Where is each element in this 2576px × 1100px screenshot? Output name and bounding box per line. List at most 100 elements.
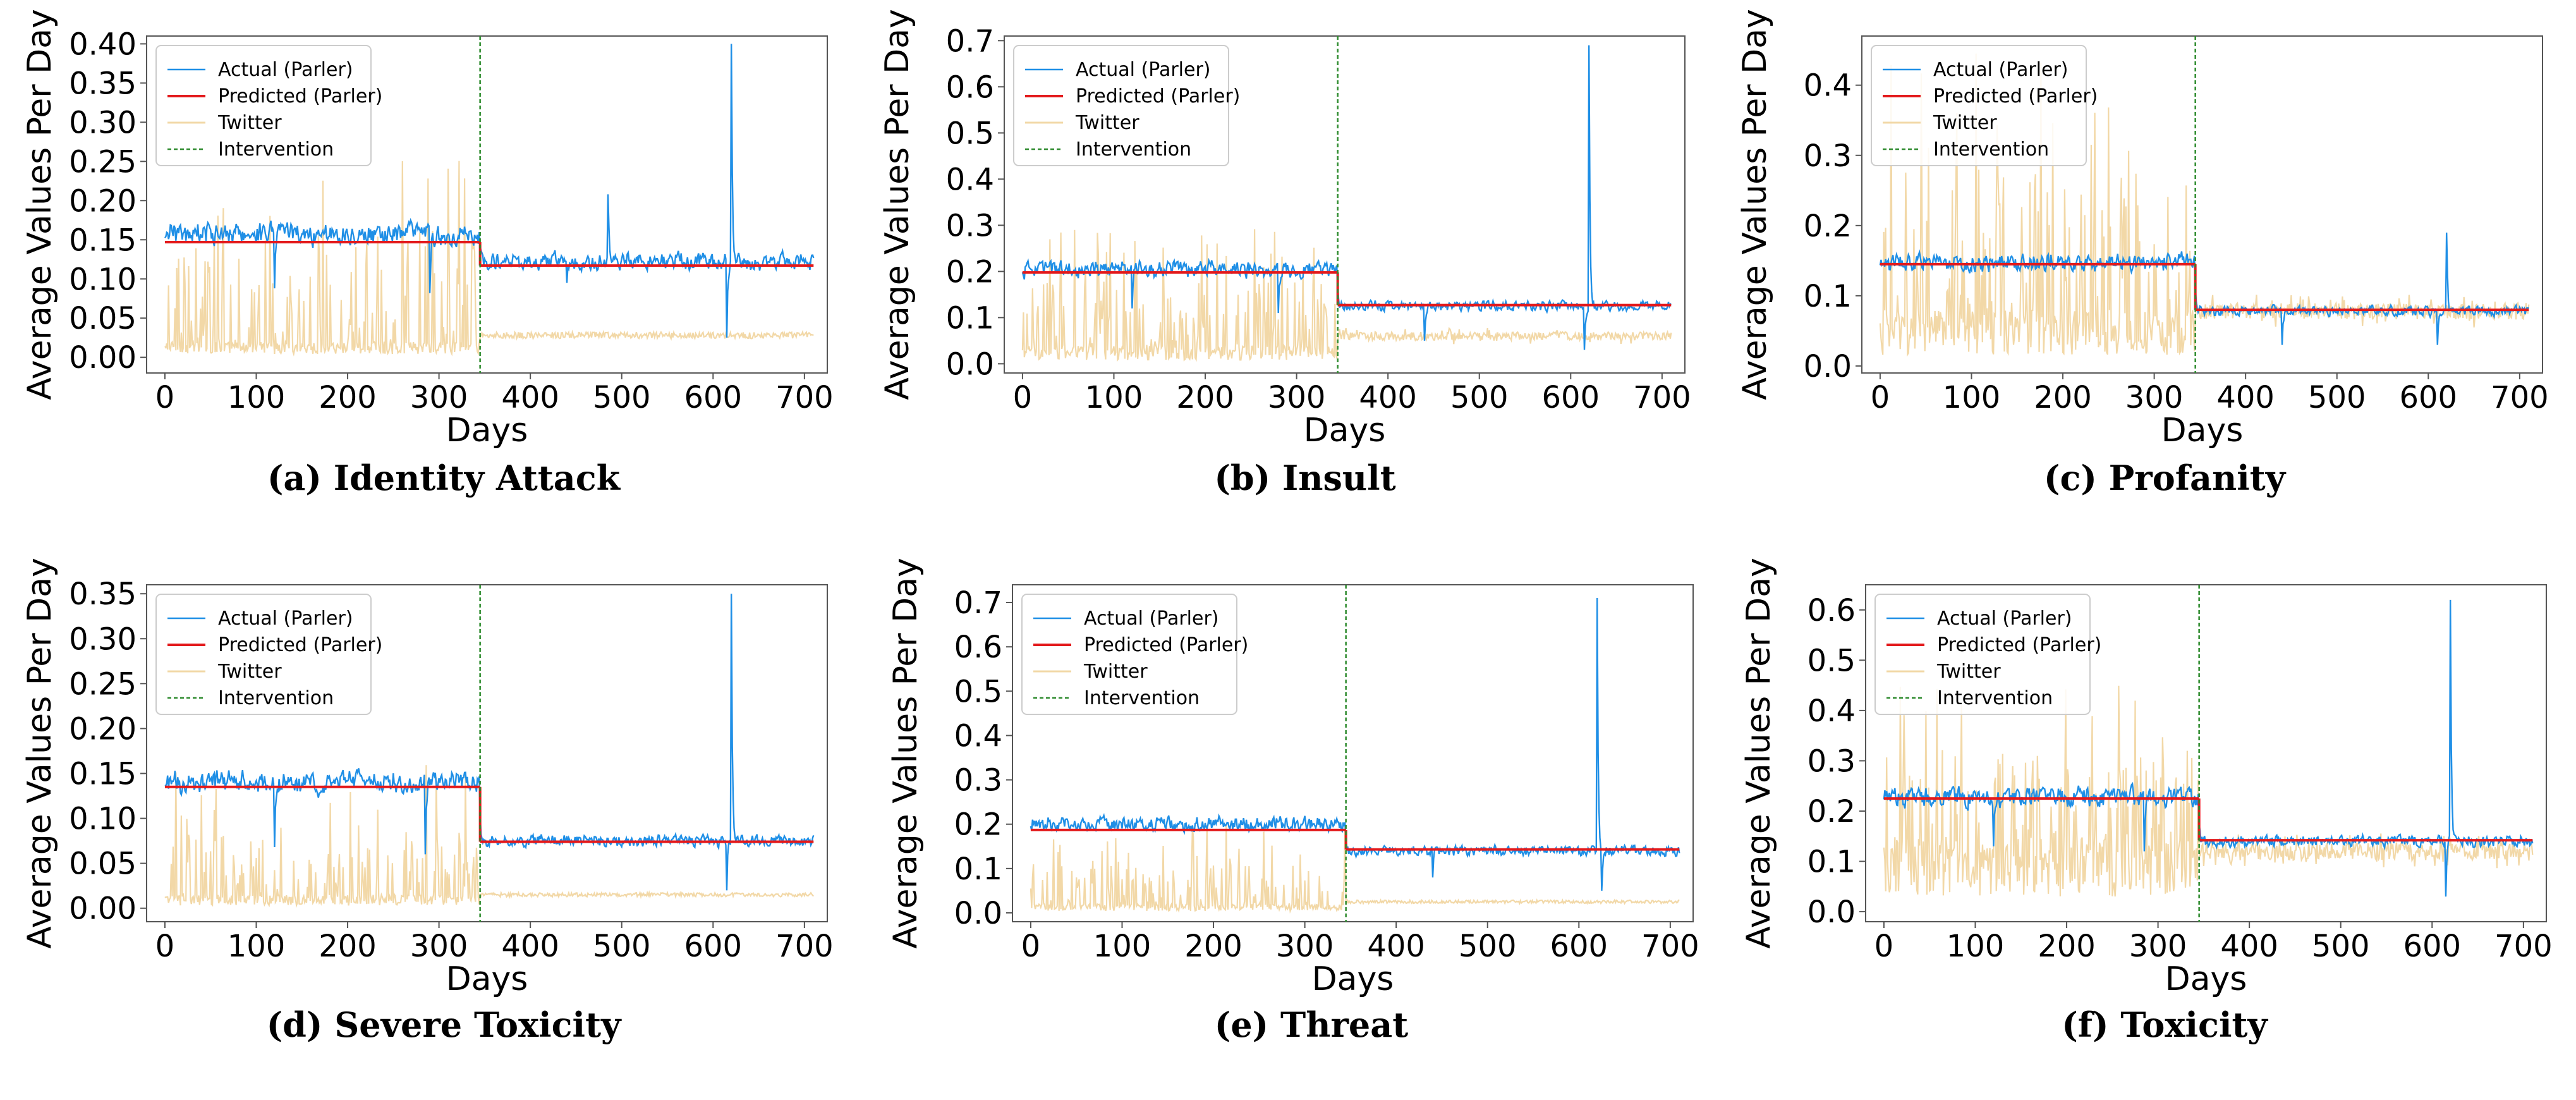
x-tick-label: 400 xyxy=(501,380,559,415)
x-tick-label: 700 xyxy=(2491,380,2549,415)
y-tick-label: 0.4 xyxy=(1807,694,1856,729)
x-tick-label: 200 xyxy=(319,380,377,415)
legend-entry: Twitter xyxy=(1936,661,2001,683)
actual-series-line xyxy=(1021,45,1672,350)
y-tick-label: 0.0 xyxy=(1804,349,1852,384)
actual-series-line xyxy=(164,594,815,891)
panel-caption: (a) Identity Attack xyxy=(267,458,621,498)
x-tick-label: 200 xyxy=(2034,380,2092,415)
y-tick-label: 0.7 xyxy=(946,23,994,59)
y-tick-label: 0.05 xyxy=(69,301,137,336)
y-tick-label: 0.00 xyxy=(69,891,137,927)
y-tick-label: 0.3 xyxy=(1804,138,1852,174)
x-axis-label: Days xyxy=(2161,412,2244,449)
x-tick-label: 100 xyxy=(1085,380,1143,415)
x-tick-label: 300 xyxy=(2125,380,2184,415)
y-tick-label: 0.25 xyxy=(69,666,137,702)
y-tick-label: 0.40 xyxy=(69,27,137,62)
y-tick-label: 0.2 xyxy=(1807,794,1856,829)
x-tick-label: 400 xyxy=(1367,929,1425,964)
legend-box xyxy=(155,594,372,715)
y-tick-label: 0.1 xyxy=(1804,279,1852,314)
panel-caption: (b) Insult xyxy=(1214,458,1395,498)
x-tick-label: 100 xyxy=(228,380,286,415)
legend-entry: Actual (Parler) xyxy=(1084,608,1219,630)
x-tick-label: 600 xyxy=(2399,380,2457,415)
x-axis-label: Days xyxy=(446,960,528,998)
x-tick-label: 500 xyxy=(2308,380,2366,415)
x-tick-label: 700 xyxy=(775,929,834,964)
y-axis-label: Average Values Per Day xyxy=(878,9,916,400)
chart-panel: 0 100 200 300 400 500 600 700 0.0 0.1 0.2 0.3 0.4 0.5… xyxy=(878,9,1691,498)
y-tick-label: 0.35 xyxy=(69,577,137,612)
y-tick-label: 0.1 xyxy=(946,300,994,336)
y-tick-label: 0.2 xyxy=(954,807,1002,843)
legend-entry: Intervention xyxy=(1937,687,2053,709)
chart-panel: 0 100 200 300 400 500 600 700 0.0 0.1 0.2 0.3 0.4 0.5… xyxy=(1740,558,2553,1045)
x-tick-label: 0 xyxy=(1874,929,1894,964)
y-tick-label: 0.10 xyxy=(69,262,137,297)
y-tick-label: 0.05 xyxy=(69,846,137,882)
x-tick-label: 600 xyxy=(1541,380,1600,415)
twitter-series-line xyxy=(1030,824,1680,914)
twitter-series-line xyxy=(164,161,814,357)
y-tick-label: 0.5 xyxy=(1807,643,1856,678)
x-tick-label: 300 xyxy=(1276,929,1334,964)
x-tick-label: 600 xyxy=(1550,929,1608,964)
y-tick-label: 0.20 xyxy=(69,711,137,747)
legend-box xyxy=(1874,594,2091,715)
twitter-series-line xyxy=(164,765,815,908)
legend-entry: Actual (Parler) xyxy=(1933,59,2069,81)
y-tick-label: 0.3 xyxy=(954,763,1002,798)
y-tick-label: 0.0 xyxy=(1807,895,1856,930)
legend-entry: Twitter xyxy=(217,661,282,683)
y-tick-label: 0.3 xyxy=(1807,743,1856,779)
x-tick-label: 400 xyxy=(2220,929,2278,964)
legend-entry: Actual (Parler) xyxy=(1937,608,2072,630)
actual-series-line xyxy=(164,44,815,338)
legend-entry: Predicted (Parler) xyxy=(1937,634,2101,656)
y-tick-label: 0.1 xyxy=(1807,845,1856,880)
legend-entry: Predicted (Parler) xyxy=(1933,85,2098,107)
x-tick-label: 500 xyxy=(1459,929,1517,964)
chart-panel: 0 100 200 300 400 500 600 700 0.0 0.1 0.2 0.3 0.4 0.5… xyxy=(887,558,1699,1045)
x-tick-label: 0 xyxy=(1013,380,1033,415)
x-tick-label: 700 xyxy=(2494,929,2553,964)
legend-entry: Intervention xyxy=(1084,687,1200,709)
y-tick-label: 0.15 xyxy=(69,223,137,258)
x-axis-label: Days xyxy=(2165,960,2247,998)
y-tick-label: 0.2 xyxy=(1804,209,1852,244)
x-tick-label: 0 xyxy=(155,929,175,964)
chart-panel: 0 100 200 300 400 500 600 700 0.00 0.05 0.10 0.15 0.… xyxy=(21,558,834,1045)
x-tick-label: 400 xyxy=(2216,380,2275,415)
x-tick-label: 300 xyxy=(1268,380,1326,415)
y-axis-label: Average Values Per Day xyxy=(1740,558,1778,949)
x-tick-label: 300 xyxy=(410,380,468,415)
x-tick-label: 200 xyxy=(1176,380,1234,415)
y-tick-label: 0.6 xyxy=(954,630,1002,665)
x-axis-label: Days xyxy=(1312,960,1394,998)
y-tick-label: 0.5 xyxy=(954,674,1002,709)
x-tick-label: 700 xyxy=(1641,929,1699,964)
panel-caption: (f) Toxicity xyxy=(2062,1005,2268,1045)
y-tick-label: 0.10 xyxy=(69,802,137,837)
y-tick-label: 0.35 xyxy=(69,66,137,101)
legend-box xyxy=(1021,594,1237,715)
legend-entry: Twitter xyxy=(1933,112,1997,134)
y-tick-label: 0.6 xyxy=(1807,593,1856,628)
x-tick-label: 200 xyxy=(2038,929,2096,964)
chart-panel: 0 100 200 300 400 500 600 700 0.00 0.05 0.10 0.15 0.… xyxy=(21,9,834,498)
y-axis-label: Average Values Per Day xyxy=(21,558,59,949)
x-tick-label: 100 xyxy=(1093,929,1151,964)
y-tick-label: 0.4 xyxy=(946,162,994,197)
legend-entry: Twitter xyxy=(1083,661,1148,683)
legend-box xyxy=(155,45,372,166)
legend-entry: Predicted (Parler) xyxy=(1084,634,1248,656)
y-tick-label: 0.0 xyxy=(946,346,994,382)
x-tick-label: 400 xyxy=(1359,380,1417,415)
y-axis-label: Average Values Per Day xyxy=(1736,9,1774,400)
y-tick-label: 0.15 xyxy=(69,756,137,791)
x-tick-label: 100 xyxy=(1943,380,2001,415)
x-tick-label: 500 xyxy=(2312,929,2370,964)
